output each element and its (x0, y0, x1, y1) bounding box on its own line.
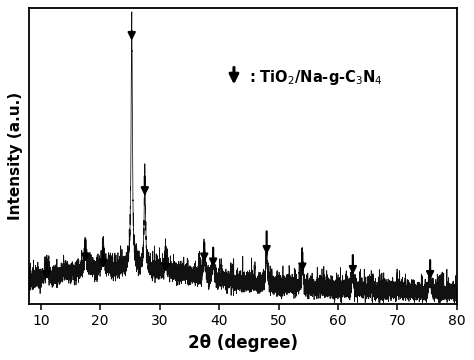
Y-axis label: Intensity (a.u.): Intensity (a.u.) (9, 92, 23, 220)
X-axis label: 2θ (degree): 2θ (degree) (188, 334, 298, 352)
Text: : TiO$_2$/Na-g-C$_3$N$_4$: : TiO$_2$/Na-g-C$_3$N$_4$ (249, 68, 383, 87)
